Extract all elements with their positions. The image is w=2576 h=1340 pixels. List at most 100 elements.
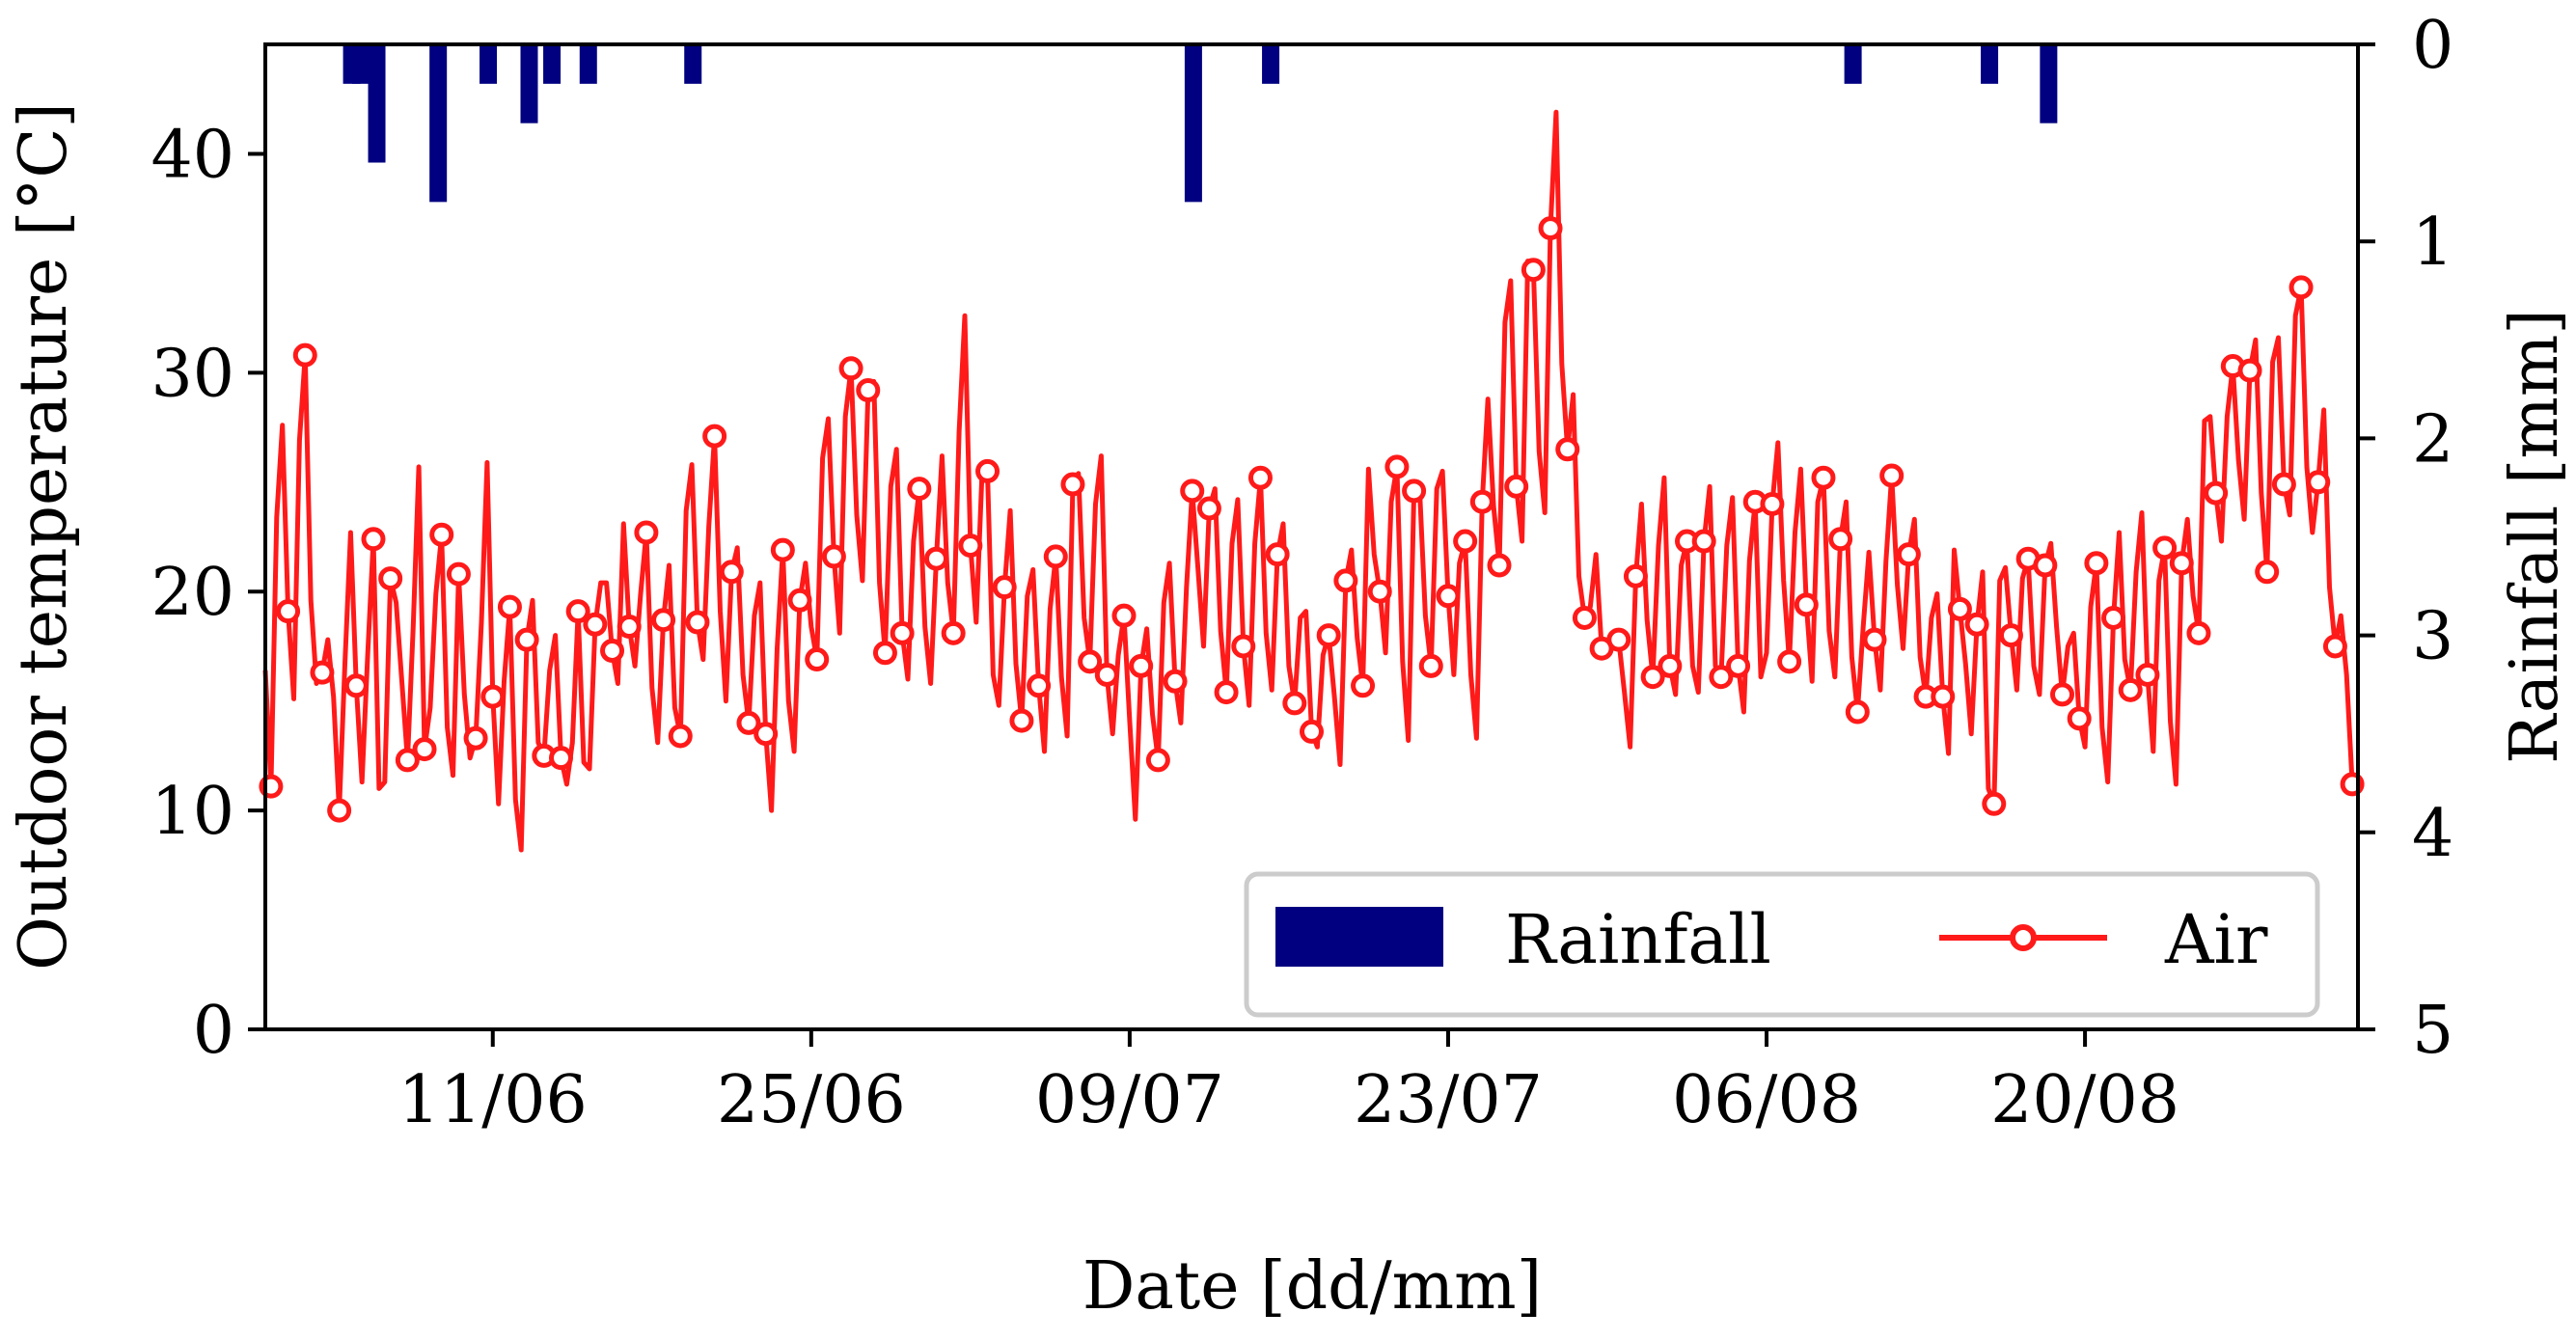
air-marker	[907, 477, 932, 502]
air-marker	[2135, 662, 2160, 687]
air-marker	[361, 527, 386, 552]
rainfall-bar	[368, 44, 386, 163]
air-marker	[1606, 627, 1631, 652]
right-y-tick-label: 1	[2412, 205, 2453, 281]
rainfall-bars	[343, 44, 2058, 203]
air-marker	[1794, 592, 1819, 617]
air-marker	[617, 615, 642, 640]
air-marker	[583, 612, 608, 637]
air-marker	[2322, 634, 2347, 659]
air-marker	[1282, 691, 1307, 716]
air-marker	[1828, 527, 1853, 552]
rainfall-bar	[1184, 44, 1202, 203]
air-marker	[2050, 682, 2075, 707]
left-y-axis: 0 10 20 30 40	[151, 117, 265, 1069]
air-marker	[378, 566, 403, 591]
air-marker	[343, 673, 369, 698]
air-marker	[872, 641, 897, 666]
rainfall-bar	[1262, 44, 1280, 84]
air-marker	[736, 710, 761, 735]
rainfall-bar	[1844, 44, 1862, 84]
air-marker	[805, 647, 830, 672]
air-marker	[463, 725, 488, 751]
air-marker	[2118, 677, 2143, 702]
air-marker	[1726, 653, 1751, 678]
air-marker	[1862, 627, 1887, 652]
air-marker	[1998, 623, 2023, 648]
air-marker	[514, 627, 539, 652]
air-marker	[1196, 496, 1221, 521]
air-marker	[1947, 596, 1972, 621]
air-marker	[1691, 529, 1716, 554]
right-y-tick-label: 0	[2412, 8, 2453, 84]
air-marker	[1418, 653, 1443, 678]
air-marker	[787, 588, 812, 613]
air-marker	[1009, 708, 1034, 733]
air-marker	[1658, 653, 1683, 678]
air-marker	[412, 737, 437, 762]
air-marker	[1845, 699, 1870, 725]
air-marker	[276, 599, 301, 624]
air-marker	[1316, 623, 1341, 648]
air-marker	[651, 608, 676, 633]
air-marker	[1111, 603, 1137, 628]
air-marker	[1402, 479, 1427, 504]
rainfall-bar	[2040, 44, 2058, 123]
left-y-axis-title: Outdoor temperature [°C]	[6, 102, 82, 971]
air-marker	[2255, 560, 2280, 585]
air-marker	[923, 546, 948, 571]
air-marker	[685, 610, 710, 635]
air-marker	[1469, 489, 1494, 514]
x-tick-label: 09/07	[1035, 1062, 1224, 1138]
air-marker	[975, 458, 1000, 483]
right-y-axis: 0 1 2 3 4 5	[2358, 8, 2453, 1069]
air-marker	[1180, 479, 1205, 504]
left-y-tick-label: 20	[151, 555, 234, 631]
air-marker	[1231, 634, 1256, 659]
air-marker	[1777, 649, 1802, 674]
air-marker	[1384, 454, 1410, 479]
legend-rainfall-swatch	[1275, 907, 1443, 967]
air-marker	[1027, 673, 1052, 698]
air-marker	[770, 537, 795, 562]
air-marker	[890, 620, 915, 645]
air-marker	[1538, 216, 1563, 241]
air-marker	[2067, 706, 2092, 731]
air-marker	[1504, 474, 1529, 499]
x-tick-label: 20/08	[1990, 1062, 2179, 1138]
air-marker	[1145, 748, 1170, 773]
air-marker	[1163, 669, 1188, 694]
air-marker	[1078, 649, 1103, 674]
plot-frame	[263, 42, 2360, 1031]
air-marker	[719, 560, 744, 585]
air-marker	[2152, 535, 2178, 561]
rainfall-bar	[480, 44, 498, 84]
air-marker	[1521, 258, 1546, 283]
x-axis: 11/06 25/06 09/07 23/07 06/08 20/08	[398, 1029, 2179, 1138]
rainfall-bar	[429, 44, 448, 203]
air-marker	[292, 342, 317, 368]
legend-air-label: Air	[2164, 900, 2268, 979]
air-marker	[497, 594, 522, 619]
left-y-tick-label: 0	[193, 993, 234, 1069]
air-marker	[600, 638, 625, 663]
rainfall-bar	[1981, 44, 1999, 84]
air-marker	[1214, 680, 1239, 705]
air-marker	[1879, 463, 1905, 488]
legend: Rainfall Air	[1244, 871, 2320, 1018]
right-y-tick-label: 4	[2412, 796, 2453, 872]
air-marker	[1964, 612, 1989, 637]
air-marker	[1265, 542, 1290, 567]
air-marker	[310, 660, 335, 685]
air-marker	[1333, 568, 1358, 593]
legend-rainfall-label: Rainfall	[1505, 900, 1771, 979]
x-tick-label: 11/06	[398, 1062, 588, 1138]
right-y-tick-label: 5	[2412, 993, 2453, 1069]
air-marker	[1709, 665, 1734, 690]
air-marker	[634, 520, 659, 545]
air-marker	[480, 684, 506, 709]
air-marker	[821, 544, 846, 569]
air-marker	[1129, 653, 1154, 678]
air-marker	[838, 356, 863, 381]
